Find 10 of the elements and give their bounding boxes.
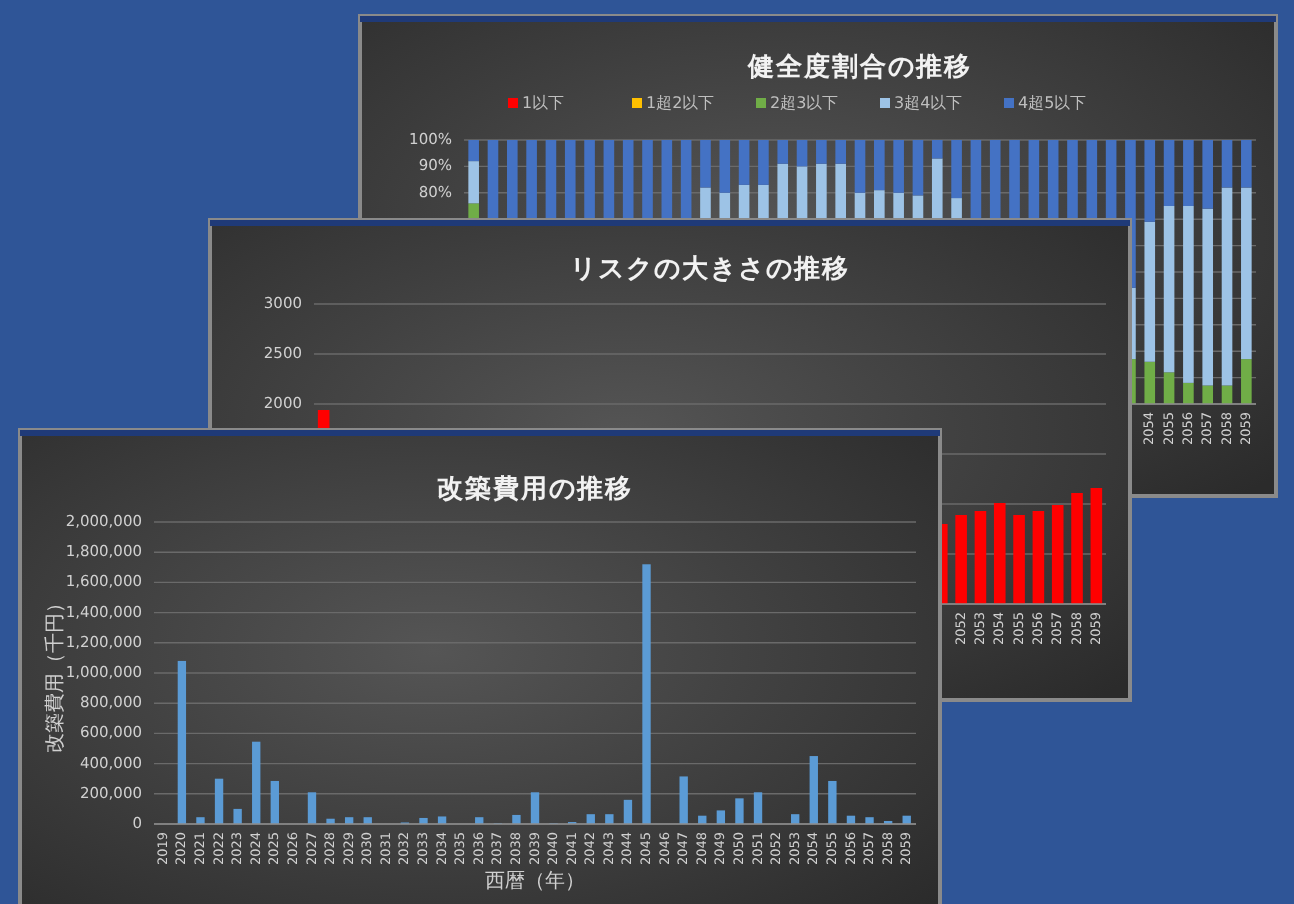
legend-label: 1以下 — [522, 94, 565, 113]
chart-title: 改築費用の推移 — [437, 475, 633, 506]
chart-title: リスクの大きさの推移 — [570, 255, 850, 286]
legend-label: 1超2以下 — [646, 94, 715, 113]
x-axis-title: 西暦（年） — [485, 869, 585, 894]
legend-label: 4超5以下 — [1018, 94, 1087, 113]
chart-title: 健全度割合の推移 — [746, 51, 972, 84]
y-axis-title: 改築費用（千円） — [43, 593, 68, 753]
legend-label: 3超4以下 — [894, 94, 963, 113]
legend-label: 2超3以下 — [770, 94, 839, 113]
